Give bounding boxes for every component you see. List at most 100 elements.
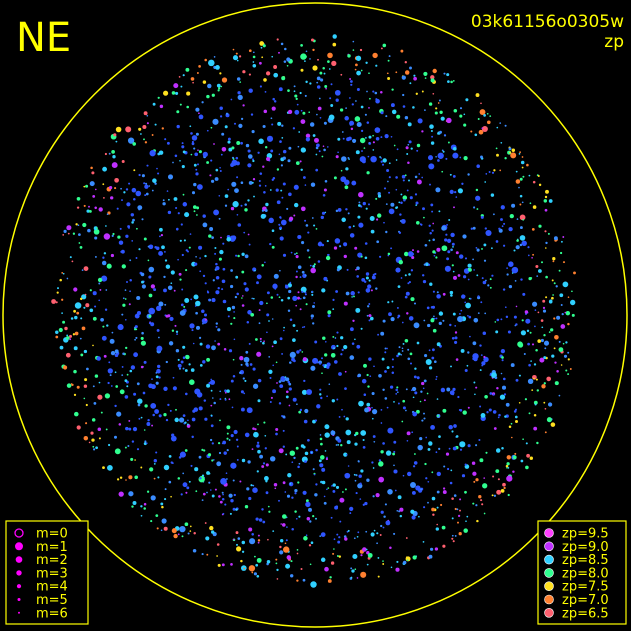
star bbox=[428, 239, 431, 242]
star bbox=[211, 345, 216, 351]
star bbox=[326, 395, 328, 398]
star bbox=[411, 515, 416, 520]
star bbox=[189, 233, 192, 235]
star bbox=[172, 376, 175, 379]
star bbox=[269, 456, 276, 462]
star bbox=[215, 265, 220, 271]
star bbox=[174, 154, 178, 158]
star bbox=[304, 60, 306, 62]
star bbox=[243, 567, 246, 570]
star bbox=[340, 353, 343, 356]
star bbox=[534, 309, 537, 311]
star bbox=[168, 198, 170, 201]
star bbox=[292, 397, 297, 402]
magnitude-symbol bbox=[16, 584, 22, 589]
star bbox=[285, 395, 289, 399]
star bbox=[464, 388, 466, 391]
star bbox=[171, 91, 176, 95]
star bbox=[309, 82, 312, 85]
star bbox=[295, 270, 298, 273]
star bbox=[66, 277, 69, 280]
star bbox=[424, 77, 427, 79]
star bbox=[222, 242, 225, 245]
star bbox=[252, 64, 257, 68]
star bbox=[295, 97, 298, 101]
star bbox=[59, 345, 64, 350]
star bbox=[423, 399, 426, 402]
star bbox=[356, 577, 359, 579]
star bbox=[268, 369, 273, 374]
star bbox=[196, 214, 198, 216]
star bbox=[117, 324, 124, 331]
star bbox=[358, 400, 364, 407]
star bbox=[355, 431, 359, 436]
star bbox=[531, 343, 535, 346]
star bbox=[250, 312, 255, 317]
star bbox=[78, 233, 81, 236]
star bbox=[85, 303, 90, 308]
star bbox=[122, 303, 126, 307]
star bbox=[218, 87, 221, 90]
star bbox=[503, 393, 507, 396]
star bbox=[280, 299, 284, 302]
star bbox=[337, 438, 342, 443]
star bbox=[370, 155, 377, 163]
star bbox=[163, 250, 166, 253]
star bbox=[296, 403, 298, 406]
star bbox=[143, 507, 146, 510]
star bbox=[137, 398, 143, 404]
star bbox=[176, 333, 179, 336]
star bbox=[384, 134, 389, 139]
star bbox=[294, 94, 298, 98]
star bbox=[255, 338, 258, 341]
star bbox=[180, 493, 183, 496]
star bbox=[540, 338, 544, 343]
star bbox=[316, 404, 321, 409]
star bbox=[83, 306, 86, 309]
star bbox=[323, 148, 326, 152]
star bbox=[438, 447, 441, 451]
star bbox=[227, 137, 231, 141]
star bbox=[562, 236, 565, 238]
star bbox=[167, 314, 171, 318]
star bbox=[141, 284, 146, 289]
star bbox=[152, 102, 156, 106]
star bbox=[367, 155, 370, 158]
star bbox=[353, 473, 356, 476]
star bbox=[264, 434, 267, 437]
star bbox=[198, 150, 202, 154]
star bbox=[182, 193, 185, 196]
star bbox=[251, 448, 254, 451]
star bbox=[481, 247, 483, 250]
star bbox=[319, 116, 322, 119]
star bbox=[218, 495, 221, 498]
star bbox=[406, 312, 409, 315]
star bbox=[373, 440, 376, 443]
star bbox=[310, 182, 316, 187]
star bbox=[379, 255, 382, 258]
star bbox=[229, 512, 232, 515]
star bbox=[332, 483, 336, 487]
star bbox=[138, 173, 141, 177]
star bbox=[230, 563, 233, 566]
star bbox=[131, 440, 135, 443]
star bbox=[140, 514, 143, 517]
star bbox=[501, 356, 504, 359]
star bbox=[204, 522, 207, 524]
star bbox=[333, 360, 338, 364]
star bbox=[355, 492, 358, 495]
star bbox=[542, 306, 546, 310]
star bbox=[276, 38, 279, 41]
star bbox=[452, 387, 456, 392]
star bbox=[73, 393, 77, 397]
star bbox=[448, 424, 453, 430]
star bbox=[237, 94, 243, 101]
star bbox=[368, 203, 370, 206]
star bbox=[362, 547, 367, 552]
star bbox=[181, 253, 184, 257]
star bbox=[185, 269, 188, 272]
star bbox=[222, 512, 225, 515]
star bbox=[254, 555, 256, 558]
star bbox=[411, 431, 414, 434]
star bbox=[134, 459, 136, 461]
